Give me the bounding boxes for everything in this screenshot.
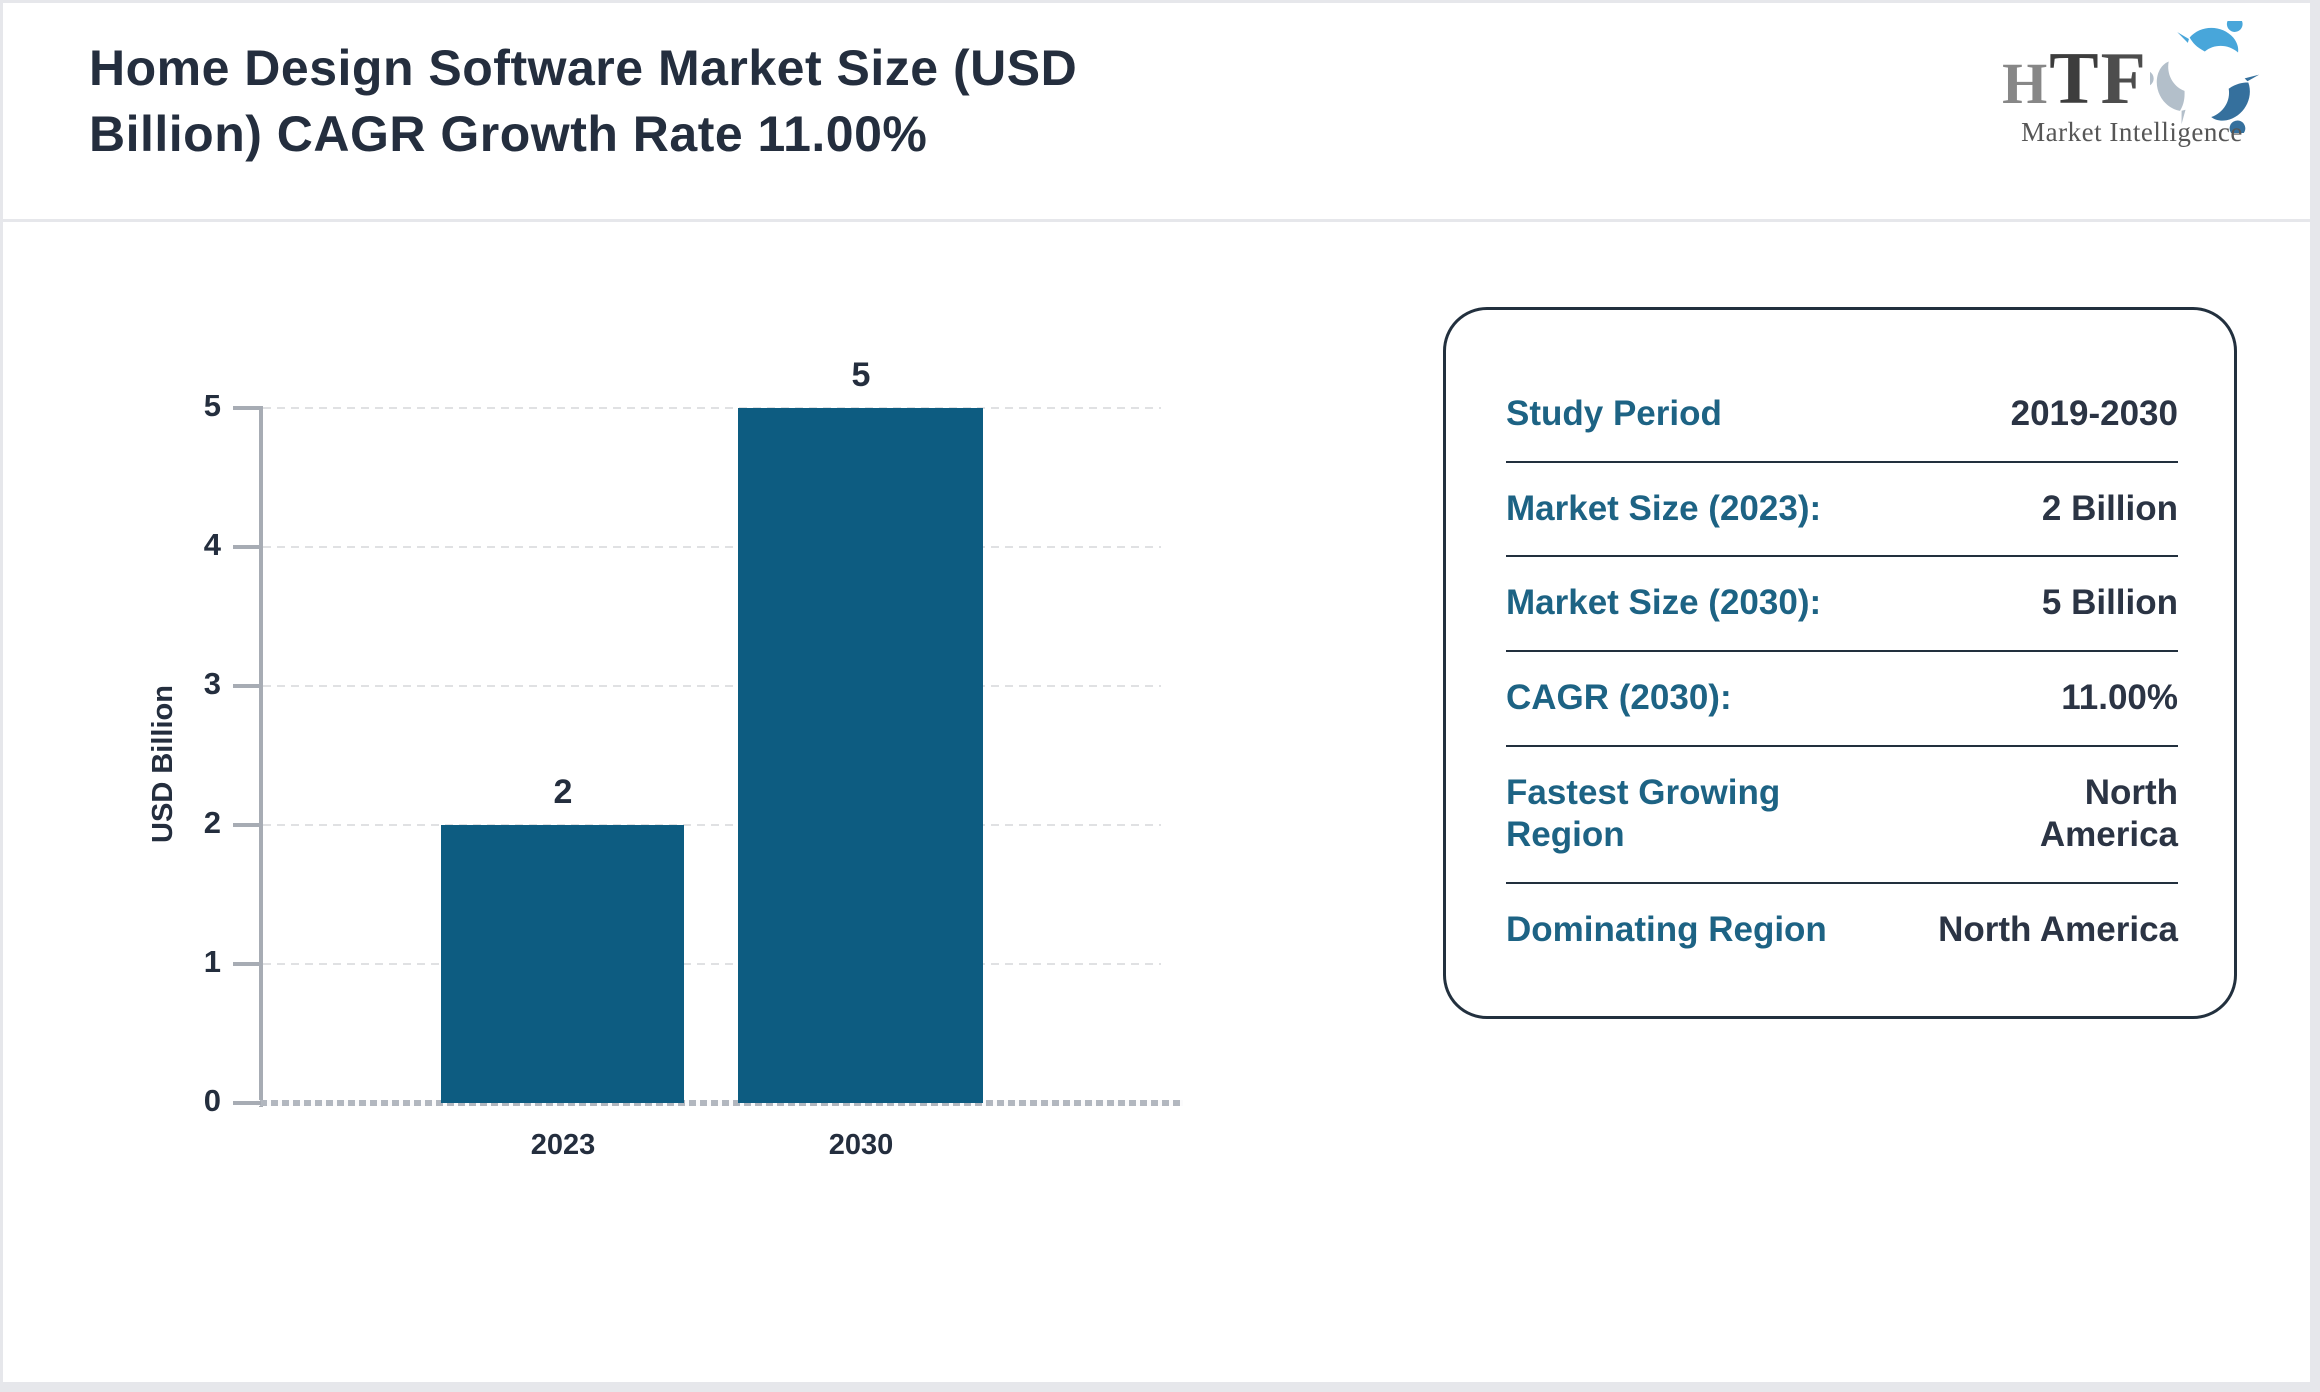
y-tick-label: 2 (203, 805, 221, 840)
tick-mark (233, 545, 261, 549)
tick-mark (233, 823, 261, 827)
panel-row-value: North America (2039, 772, 2178, 855)
y-tick-label: 3 (203, 666, 221, 701)
panel-row-market-size-2030: Market Size (2030): 5 Billion (1506, 555, 2178, 650)
logo-top: H T F (1982, 21, 2282, 133)
logo-letter-f: F (2100, 37, 2148, 120)
panel-row-cagr: CAGR (2030): 11.00% (1506, 650, 2178, 745)
htf-logo: H T F (1982, 21, 2282, 148)
bar-2030 (738, 408, 983, 1103)
panel-row-value: 11.00% (2061, 678, 2178, 718)
y-axis-title: USD Billion (147, 685, 179, 843)
panel-row-value: 2019-2030 (2010, 394, 2178, 433)
tick-mark (233, 684, 261, 688)
panel-row-label: Market Size (2030): (1506, 583, 1822, 623)
summary-panel: Study Period 2019-2030 Market Size (2023… (1443, 307, 2237, 1019)
panel-row-fastest-growing-region: Fastest Growing Region North America (1506, 744, 2178, 882)
panel-row-study-period: Study Period 2019-2030 (1506, 368, 2178, 461)
panel-row-value: 5 Billion (2041, 583, 2178, 623)
panel-row-value: North America (1938, 910, 2178, 950)
panel-row-value: 2 Billion (2041, 488, 2178, 528)
panel-row-label: Fastest Growing Region (1506, 772, 1781, 855)
bar-value-label-2030: 5 (851, 356, 871, 394)
y-tick-label: 1 (203, 944, 221, 979)
gridline (263, 824, 1161, 826)
y-tick-label: 0 (203, 1083, 221, 1118)
panel-row-label: Study Period (1506, 394, 1722, 433)
baseline-gridline (256, 1100, 1183, 1106)
bar-2023 (441, 825, 684, 1103)
panel-row-label: CAGR (2030): (1506, 678, 1732, 718)
triskelion-figures-icon (2149, 21, 2260, 133)
gridline (263, 407, 1161, 409)
logo-tagline: Market Intelligence (2021, 117, 2243, 147)
gridline (263, 546, 1161, 548)
page-title: Home Design Software Market Size (USD Bi… (89, 40, 1078, 162)
panel-row-label: Dominating Region (1506, 910, 1827, 950)
panel-row-market-size-2023: Market Size (2023): 2 Billion (1506, 460, 2178, 556)
y-tick-label: 5 (203, 388, 221, 423)
tick-mark (233, 962, 261, 966)
logo-brand-text: H T F (2002, 37, 2148, 122)
panel-row-label: Market Size (2023): (1506, 488, 1822, 528)
x-tick-label-2023: 2023 (530, 1129, 596, 1161)
x-tick-label-2030: 2030 (828, 1129, 894, 1161)
tick-mark (233, 406, 261, 410)
panel-row-dominating-region: Dominating Region North America (1506, 882, 2178, 977)
y-tick-label: 4 (203, 527, 221, 562)
gridline (263, 963, 1161, 965)
logo-letter-t: T (2049, 37, 2101, 120)
y-axis-line (259, 406, 263, 1107)
logo-letter-h: H (2002, 50, 2050, 116)
bar-value-label-2023: 2 (553, 773, 573, 811)
gridline (263, 685, 1161, 687)
tick-mark (233, 1101, 261, 1105)
header-divider (3, 219, 2310, 222)
